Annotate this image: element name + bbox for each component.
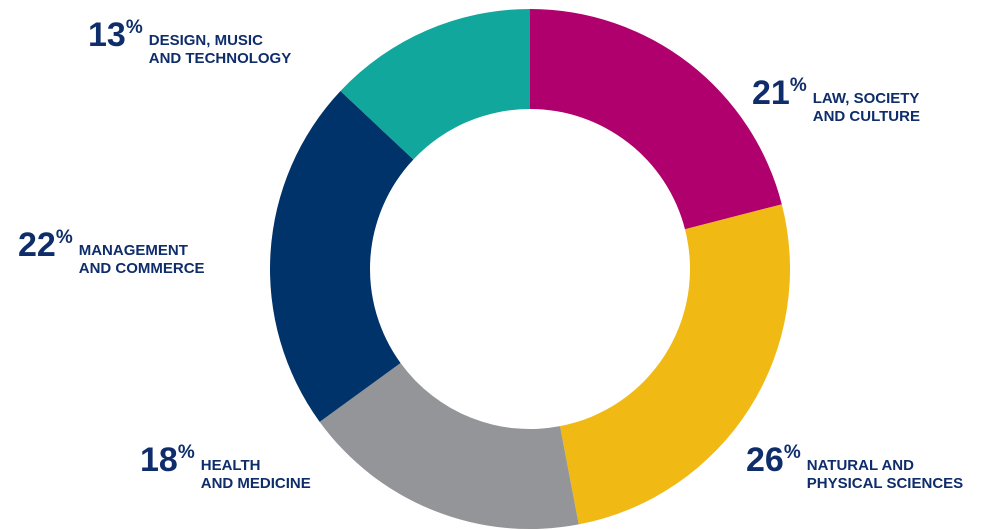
segment-label: 18% HEALTH AND MEDICINE [140, 443, 311, 493]
category-label: LAW, SOCIETY AND CULTURE [812, 90, 920, 125]
donut-segment [270, 91, 414, 422]
segment-label: 21% LAW, SOCIETY AND CULTURE [752, 76, 920, 126]
value-label: 21% [752, 74, 807, 112]
value-label: 22% [18, 226, 73, 264]
segment-label: 26% NATURAL AND PHYSICAL SCIENCES [746, 443, 963, 493]
donut-segment [559, 204, 790, 525]
category-label: MANAGEMENT AND COMMERCE [78, 242, 205, 277]
value-label: 13% [88, 16, 143, 54]
value-label: 18% [140, 441, 195, 479]
category-label: DESIGN, MUSIC AND TECHNOLOGY [148, 32, 292, 67]
donut-segment [530, 9, 782, 230]
donut-segment [319, 363, 579, 529]
segment-label: 13% DESIGN, MUSIC AND TECHNOLOGY [88, 18, 291, 68]
category-label: HEALTH AND MEDICINE [200, 457, 311, 492]
donut-segment [340, 9, 530, 160]
value-label: 26% [746, 441, 801, 479]
segment-label: 22% MANAGEMENT AND COMMERCE [18, 228, 205, 278]
category-label: NATURAL AND PHYSICAL SCIENCES [806, 457, 964, 492]
